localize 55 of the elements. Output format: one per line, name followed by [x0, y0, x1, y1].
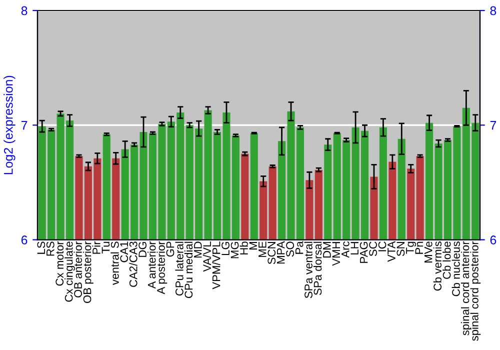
x-tick-label: CA2/CA3	[129, 242, 138, 287]
y-axis-title: Log2 (expression)	[4, 76, 16, 174]
x-tick-label: GP	[166, 242, 174, 257]
x-tick-label: Cx motor	[56, 241, 64, 286]
x-tick-label: OB posterior	[83, 241, 94, 303]
y-tick-label: 8	[21, 6, 28, 16]
x-tick-label: MD	[194, 242, 202, 258]
y2-tick-label: 7	[490, 121, 496, 130]
x-tick-label: VTA	[388, 241, 396, 262]
x-tick-label: SO	[286, 242, 294, 257]
x-tick-label: ventral S	[110, 242, 119, 285]
x-tick-label: SN	[396, 242, 405, 256]
x-tick-label: MPA	[277, 241, 285, 264]
x-tick-label: RS	[46, 242, 54, 256]
x-tick-label: PAG	[360, 242, 368, 263]
x-tick-label: SC	[369, 242, 377, 256]
x-tick-label: ME	[258, 242, 266, 257]
x-tick-label: VPM/VPL	[212, 242, 220, 290]
x-tick-label: MG	[230, 242, 239, 258]
x-tick-label: DM	[323, 242, 331, 258]
x-tick-label: SCN	[268, 242, 276, 264]
x-tick-label: SPa ventral	[304, 242, 312, 298]
y-tick-label: 6	[21, 236, 28, 244]
x-tick-label: OB anterior	[74, 241, 82, 298]
x-tick-label: VA/VL	[202, 242, 212, 272]
x-tick-label: CPu medial	[184, 242, 193, 298]
x-tick-label: LH	[350, 242, 358, 254]
x-tick-label: M	[249, 242, 258, 250]
x-tick-label: A anterior	[148, 241, 156, 289]
x-tick-label: Tg	[406, 242, 416, 254]
x-tick-label: VMH	[332, 242, 340, 266]
x-tick-label: CA1	[120, 242, 128, 262]
x-tick-label: Cb lobe	[442, 242, 451, 279]
y-tick-label: 7	[21, 121, 28, 130]
x-tick-label: Cx cingulate	[64, 242, 75, 302]
x-tick-label: MVe	[424, 242, 432, 262]
x-tick-label: Tu	[102, 242, 110, 254]
x-tick-label: Pa	[295, 241, 304, 254]
x-tick-label: Pir	[92, 241, 100, 254]
x-tick-label: Arc	[342, 241, 350, 258]
x-tick-label: A posterior	[156, 241, 168, 294]
x-tick-label: Hb	[240, 242, 248, 254]
x-tick-label: SPa dorsal	[313, 242, 322, 295]
y2-tick-label: 6	[490, 236, 496, 244]
x-tick-label: LG	[222, 242, 230, 256]
x-tick-label: Pn	[415, 242, 423, 254]
x-tick-label: spinal cord posterior	[470, 241, 481, 341]
x-tick-label: IC	[378, 242, 386, 252]
y2-tick-label: 8	[490, 6, 496, 16]
x-tick-label: DG	[138, 242, 146, 257]
x-tick-label: Cb nucleus	[452, 242, 460, 296]
x-tick-label: LS	[37, 242, 46, 254]
x-tick-label: Cb vermis	[433, 242, 442, 291]
x-tick-label: CPu lateral	[175, 242, 184, 296]
x-tick-label: spinal cord anterior	[460, 241, 472, 336]
